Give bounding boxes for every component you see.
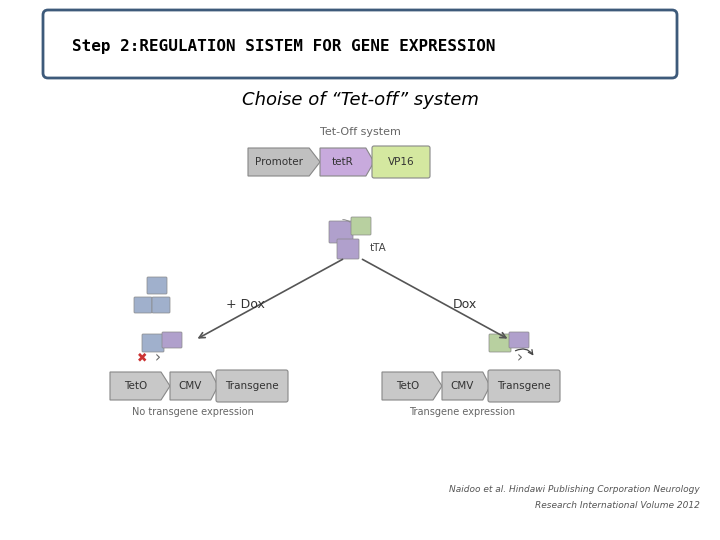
FancyBboxPatch shape bbox=[216, 370, 288, 402]
Text: tTA: tTA bbox=[370, 243, 387, 253]
Polygon shape bbox=[320, 148, 374, 176]
Text: + Dox: + Dox bbox=[225, 299, 264, 312]
Text: CMV: CMV bbox=[179, 381, 202, 391]
Text: CMV: CMV bbox=[451, 381, 474, 391]
FancyBboxPatch shape bbox=[147, 277, 167, 294]
Text: No transgene expression: No transgene expression bbox=[132, 407, 254, 417]
FancyBboxPatch shape bbox=[162, 332, 182, 348]
FancyBboxPatch shape bbox=[509, 332, 529, 348]
Text: ›: › bbox=[517, 350, 523, 366]
Text: Step 2:REGULATION SISTEM FOR GENE EXPRESSION: Step 2:REGULATION SISTEM FOR GENE EXPRES… bbox=[72, 39, 495, 55]
FancyBboxPatch shape bbox=[142, 334, 164, 352]
Text: Research International Volume 2012: Research International Volume 2012 bbox=[535, 501, 700, 510]
Text: tetR: tetR bbox=[332, 157, 354, 167]
Text: ✖: ✖ bbox=[137, 352, 148, 365]
Text: Transgene: Transgene bbox=[225, 381, 279, 391]
Polygon shape bbox=[170, 372, 218, 400]
Polygon shape bbox=[382, 372, 442, 400]
Text: Promoter: Promoter bbox=[255, 157, 302, 167]
FancyBboxPatch shape bbox=[351, 217, 371, 235]
Text: Transgene expression: Transgene expression bbox=[409, 407, 515, 417]
Text: Transgene: Transgene bbox=[498, 381, 551, 391]
FancyBboxPatch shape bbox=[337, 239, 359, 259]
Polygon shape bbox=[110, 372, 170, 400]
Text: VP16: VP16 bbox=[387, 157, 414, 167]
Text: Dox: Dox bbox=[453, 299, 477, 312]
FancyBboxPatch shape bbox=[134, 297, 152, 313]
Text: Choise of “Tet-off” system: Choise of “Tet-off” system bbox=[242, 91, 478, 109]
Polygon shape bbox=[442, 372, 490, 400]
Text: TetO: TetO bbox=[124, 381, 147, 391]
FancyBboxPatch shape bbox=[489, 334, 511, 352]
FancyBboxPatch shape bbox=[152, 297, 170, 313]
FancyBboxPatch shape bbox=[372, 146, 430, 178]
Polygon shape bbox=[248, 148, 320, 176]
Text: TetO: TetO bbox=[396, 381, 419, 391]
FancyBboxPatch shape bbox=[43, 10, 677, 78]
Text: ›: › bbox=[155, 350, 161, 366]
FancyBboxPatch shape bbox=[329, 221, 353, 243]
Text: Naidoo et al. Hindawi Publishing Corporation Neurology: Naidoo et al. Hindawi Publishing Corpora… bbox=[449, 485, 700, 495]
Text: Tet-Off system: Tet-Off system bbox=[320, 127, 400, 137]
FancyBboxPatch shape bbox=[488, 370, 560, 402]
